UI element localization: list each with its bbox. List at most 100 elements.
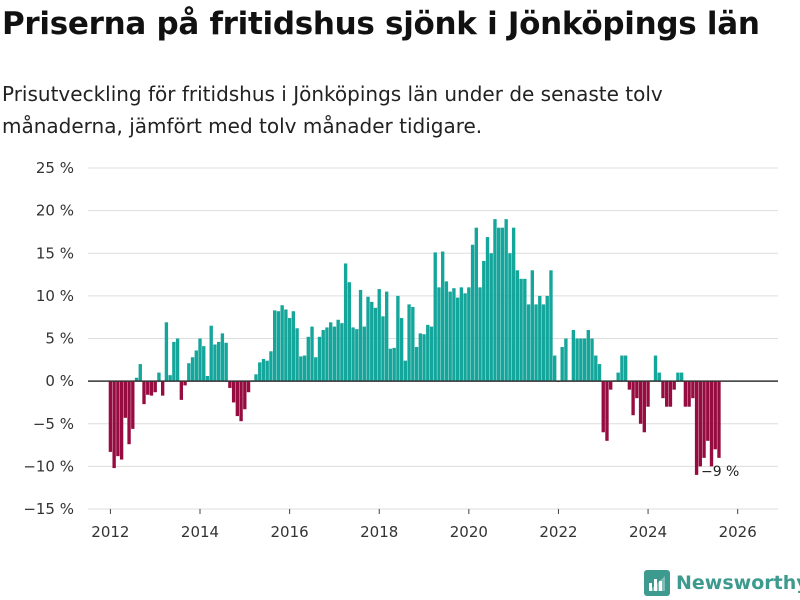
x-tick-label: 2026 [719, 523, 757, 541]
bar [411, 306, 415, 382]
bar [302, 355, 307, 382]
chart-title: Priserna på fritidshus sjönk i Jönköping… [2, 6, 760, 42]
bar [657, 372, 661, 382]
bar [635, 381, 639, 399]
bar [377, 289, 381, 382]
bar [209, 325, 213, 382]
y-tick-label: 10 % [36, 287, 74, 305]
brand-logo[interactable]: Newsworthy [644, 568, 800, 598]
bar [687, 381, 691, 407]
bar [351, 327, 355, 382]
bar [112, 381, 116, 469]
bar [665, 381, 669, 407]
bar [127, 381, 131, 445]
y-tick-label: −15 % [23, 500, 74, 518]
bar [519, 278, 523, 382]
bar [261, 358, 266, 382]
y-tick-label: 0 % [45, 372, 74, 390]
bar [138, 364, 142, 382]
bar [265, 360, 269, 382]
y-tick-label: −10 % [23, 457, 74, 475]
bar [116, 381, 120, 457]
bar [392, 347, 396, 382]
bar [164, 322, 169, 382]
bar [190, 357, 195, 382]
bar [187, 363, 191, 382]
bar [168, 375, 172, 382]
bars [108, 219, 721, 475]
bar [422, 334, 426, 382]
bar [605, 381, 609, 441]
bar [579, 338, 583, 382]
bar [220, 333, 225, 382]
bar [306, 336, 310, 382]
bar [631, 381, 635, 416]
bar [698, 381, 702, 467]
y-tick-label: −5 % [33, 415, 74, 433]
bar [269, 351, 273, 382]
bar [175, 338, 180, 382]
bar [299, 356, 303, 382]
x-tick-label: 2014 [181, 523, 219, 541]
bar [343, 263, 348, 382]
bar [668, 381, 673, 407]
bar [452, 288, 456, 382]
bar [437, 287, 441, 382]
bar [276, 311, 281, 382]
bar [336, 319, 340, 382]
bar [717, 381, 721, 458]
bar [213, 344, 217, 382]
bar [258, 362, 262, 382]
bar [381, 316, 385, 382]
bar [355, 329, 359, 382]
y-tick-label: 15 % [36, 244, 74, 262]
bar [661, 381, 665, 399]
bar [530, 270, 534, 382]
bar [706, 381, 710, 441]
bar [157, 372, 161, 382]
bar [414, 347, 419, 382]
bar [291, 311, 296, 382]
x-tick-label: 2012 [91, 523, 129, 541]
bar [429, 326, 434, 382]
bar [489, 253, 493, 382]
bar [515, 270, 520, 382]
bar [134, 377, 139, 382]
bar [373, 307, 378, 382]
bar [418, 333, 422, 382]
x-axis-ticks: 2012 2014 2016 2018 2020 2022 2024 2026 [91, 509, 757, 541]
bar [254, 374, 258, 382]
bar [146, 381, 150, 395]
bar [482, 260, 486, 382]
bar [314, 357, 318, 382]
bar [467, 287, 471, 382]
bar [340, 323, 344, 382]
bar [329, 322, 333, 382]
bar [403, 360, 408, 382]
bar [179, 381, 184, 400]
bar [332, 326, 337, 382]
bar [691, 381, 695, 399]
bar [653, 355, 658, 382]
bar [123, 381, 128, 418]
bar [243, 381, 247, 410]
bar [642, 381, 646, 433]
bar [198, 338, 202, 382]
bar [310, 326, 314, 382]
bar [239, 381, 243, 422]
bar [399, 318, 404, 382]
bar [426, 324, 430, 382]
bar [541, 304, 546, 382]
bar [564, 338, 568, 382]
bar [679, 372, 684, 382]
y-tick-label: 5 % [45, 330, 74, 348]
bar [459, 287, 464, 382]
bar [560, 347, 564, 382]
bar [545, 295, 549, 382]
bar [108, 381, 113, 452]
bar [228, 381, 232, 388]
bar [694, 381, 699, 475]
bar [497, 227, 501, 382]
bar [485, 237, 490, 382]
bar [455, 297, 460, 382]
